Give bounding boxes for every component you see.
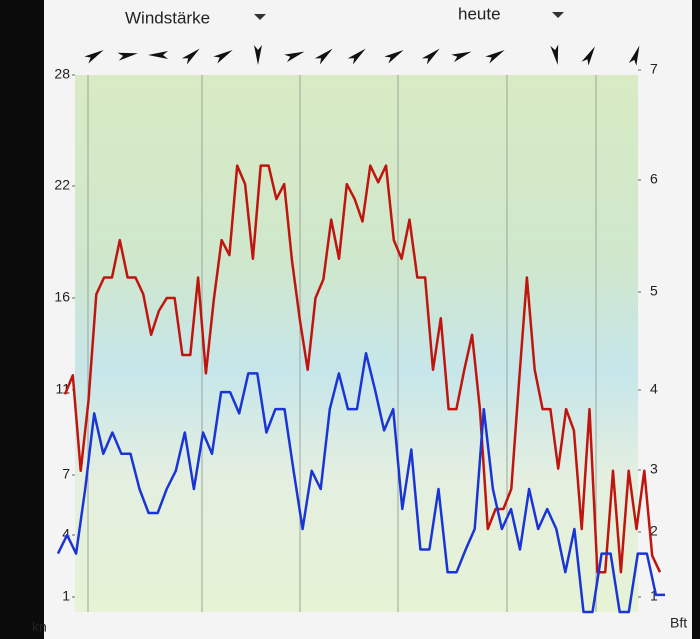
dropdown-arrow [552,12,564,18]
direction-icon [314,48,333,65]
direction-icon [347,48,366,65]
plot-area [75,75,638,612]
y-tick-label: 22 [54,177,70,193]
y2-tick-label: 3 [650,461,658,477]
dropdown-arrow [254,14,266,20]
direction-icon [384,50,404,64]
direction-icon [254,45,262,65]
direction-icon [550,44,559,65]
direction-icon [451,51,472,63]
y2-tick-label: 5 [650,283,658,299]
direction-icon [148,51,168,59]
y2-tick-label: 6 [650,171,658,187]
y-tick-label: 16 [54,289,70,305]
y2-tick-label: 4 [650,381,658,397]
y2-axis-label: Bft [670,615,687,631]
direction-icon [84,50,104,64]
y-axis-label: kn [32,619,47,635]
y-tick-label: 1 [62,588,70,604]
direction-icon [628,45,640,66]
direction-row [84,44,640,66]
direction-icon [117,52,138,61]
measure-dropdown[interactable]: Windstärke [125,8,210,27]
grid [87,75,597,612]
direction-icon [213,50,233,64]
direction-icon [421,48,440,65]
y-tick-label: 4 [62,526,70,542]
direction-icon [181,48,200,65]
y2-tick-label: 2 [650,523,658,539]
direction-icon [581,46,595,66]
series-line [63,164,662,574]
y-tick-label: 7 [62,466,70,482]
direction-icon [485,50,505,64]
y2-tick-label: 7 [650,61,658,77]
period-dropdown[interactable]: heute [458,4,501,23]
y2-tick-label: 1 [650,588,658,604]
series-line [56,351,665,614]
direction-icon [284,51,305,63]
y-tick-label: 28 [54,66,70,82]
